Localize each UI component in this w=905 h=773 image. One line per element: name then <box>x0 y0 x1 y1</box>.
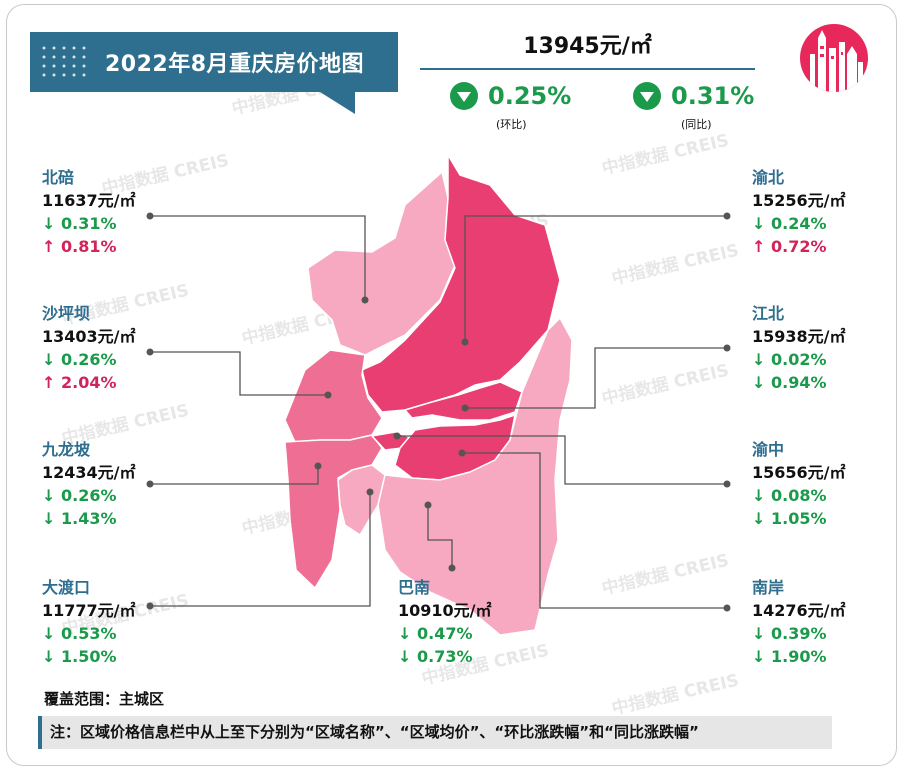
region-yoy: ↑ 2.04% <box>42 373 117 392</box>
leader-line-beibei <box>150 215 366 300</box>
average-price: 13945元/㎡ <box>523 34 652 59</box>
region-price: 12434元/㎡ <box>42 463 136 482</box>
region-mom: ↓ 0.24% <box>752 214 827 233</box>
leader-dot-shapingba <box>146 348 154 356</box>
region-name: 北碚 <box>42 168 75 187</box>
mom-value: 0.25% <box>488 82 572 110</box>
region-mom: ↓ 0.08% <box>752 486 827 505</box>
leader-line-yubei <box>464 215 727 342</box>
leader-dot-jiulongpo-map <box>314 462 322 470</box>
down-triangle-icon <box>450 82 478 110</box>
leader-dot-yubei-map <box>461 338 469 346</box>
map-district-jiulongpo <box>284 434 383 589</box>
region-card-jiangbei: 江北 15938元/㎡ ↓ 0.02% ↓ 0.94% <box>752 302 846 394</box>
coverage-text: 覆盖范围：主城区 <box>44 690 165 708</box>
leader-dot-nanan-map <box>458 449 466 457</box>
leader-dot-dadukou-map <box>366 488 374 496</box>
leader-dot-shapingba-map <box>324 391 332 399</box>
title-banner <box>30 32 398 92</box>
leader-dot-jiangbei-map <box>461 404 469 412</box>
region-yoy: ↓ 0.73% <box>398 647 473 666</box>
yoy-label: (同比) <box>681 118 712 131</box>
map-district-banan <box>377 317 573 636</box>
region-name: 巴南 <box>398 578 431 597</box>
leader-dot-banan-map <box>424 501 432 509</box>
region-card-yuzhong: 渝中 15656元/㎡ ↓ 0.08% ↓ 1.05% <box>752 438 846 530</box>
map-district-jiangbei <box>404 381 523 421</box>
leader-dot-beibei-map <box>361 296 369 304</box>
region-mom: ↓ 0.26% <box>42 350 117 369</box>
leader-dot-yubei <box>723 212 731 220</box>
region-name: 渝北 <box>752 168 785 187</box>
region-price: 11637元/㎡ <box>42 191 136 210</box>
leader-line-jiulongpo <box>150 466 319 485</box>
region-yoy: ↓ 0.94% <box>752 373 827 392</box>
leader-dot-yuzhong <box>723 480 731 488</box>
region-card-nanan: 南岸 14276元/㎡ ↓ 0.39% ↓ 1.90% <box>752 576 846 668</box>
map-district-shapingba <box>284 349 383 443</box>
leader-line-nanan <box>462 452 727 609</box>
region-price: 15656元/㎡ <box>752 463 846 482</box>
region-mom: ↓ 0.02% <box>752 350 827 369</box>
down-triangle-icon <box>633 82 661 110</box>
yoy-stat: 0.31% <box>633 82 754 110</box>
region-yoy: ↑ 0.81% <box>42 237 117 256</box>
region-name: 沙坪坝 <box>42 304 91 323</box>
leader-dot-yuzhong-map <box>393 432 401 440</box>
region-card-beibei: 北碚 11637元/㎡ ↓ 0.31% ↑ 0.81% <box>42 166 136 258</box>
leader-line-shapingba <box>150 351 328 396</box>
region-mom: ↓ 0.31% <box>42 214 117 233</box>
region-card-dadukou: 大渡口 11777元/㎡ ↓ 0.53% ↓ 1.50% <box>42 576 136 668</box>
region-name: 大渡口 <box>42 578 91 597</box>
headline-divider <box>420 68 755 70</box>
leader-line-yuzhong <box>397 435 727 485</box>
region-name: 渝中 <box>752 440 785 459</box>
city-skyline-logo-icon <box>800 24 868 92</box>
region-mom: ↓ 0.26% <box>42 486 117 505</box>
region-name: 江北 <box>752 304 785 323</box>
card-frame <box>6 4 897 766</box>
region-mom: ↓ 0.39% <box>752 624 827 643</box>
leader-dot-jiangbei <box>723 344 731 352</box>
region-price: 15256元/㎡ <box>752 191 846 210</box>
yoy-value: 0.31% <box>671 82 755 110</box>
region-price: 14276元/㎡ <box>752 601 846 620</box>
region-card-jiulongpo: 九龙坡 12434元/㎡ ↓ 0.26% ↓ 1.43% <box>42 438 136 530</box>
region-yoy: ↑ 0.72% <box>752 237 827 256</box>
leader-line-banan <box>427 505 453 568</box>
dots-decoration-icon <box>42 46 86 77</box>
region-yoy: ↓ 1.50% <box>42 647 117 666</box>
page-title: 2022年8月重庆房价地图 <box>105 52 365 77</box>
leader-dot-jiulongpo <box>146 480 154 488</box>
map-district-dadukou <box>337 464 386 536</box>
region-price: 15938元/㎡ <box>752 327 846 346</box>
mom-stat: 0.25% <box>450 82 571 110</box>
leader-dot-nanan <box>723 604 731 612</box>
region-name: 南岸 <box>752 578 785 597</box>
leader-dot-banan <box>448 564 456 572</box>
leader-dot-beibei <box>146 212 154 220</box>
leader-line-dadukou <box>150 492 371 607</box>
region-yoy: ↓ 1.05% <box>752 509 827 528</box>
footnote: 注：区域价格信息栏中从上至下分别为“区域名称”、“区域均价”、“环比涨跌幅”和“… <box>38 716 832 749</box>
title-banner-notch <box>320 92 355 114</box>
leader-lines <box>150 215 727 609</box>
region-yoy: ↓ 1.90% <box>752 647 827 666</box>
leader-dots <box>146 212 731 612</box>
region-price: 11777元/㎡ <box>42 601 136 620</box>
region-card-shapingba: 沙坪坝 13403元/㎡ ↓ 0.26% ↑ 2.04% <box>42 302 136 394</box>
region-price: 10910元/㎡ <box>398 601 492 620</box>
leader-dot-dadukou <box>146 602 154 610</box>
region-name: 九龙坡 <box>42 440 91 459</box>
region-card-yubei: 渝北 15256元/㎡ ↓ 0.24% ↑ 0.72% <box>752 166 846 258</box>
region-price: 13403元/㎡ <box>42 327 136 346</box>
region-card-banan: 巴南 10910元/㎡ ↓ 0.47% ↓ 0.73% <box>398 576 492 668</box>
region-mom: ↓ 0.53% <box>42 624 117 643</box>
region-yoy: ↓ 1.43% <box>42 509 117 528</box>
leader-line-jiangbei <box>465 347 727 409</box>
mom-label: (环比) <box>496 118 527 131</box>
region-mom: ↓ 0.47% <box>398 624 473 643</box>
